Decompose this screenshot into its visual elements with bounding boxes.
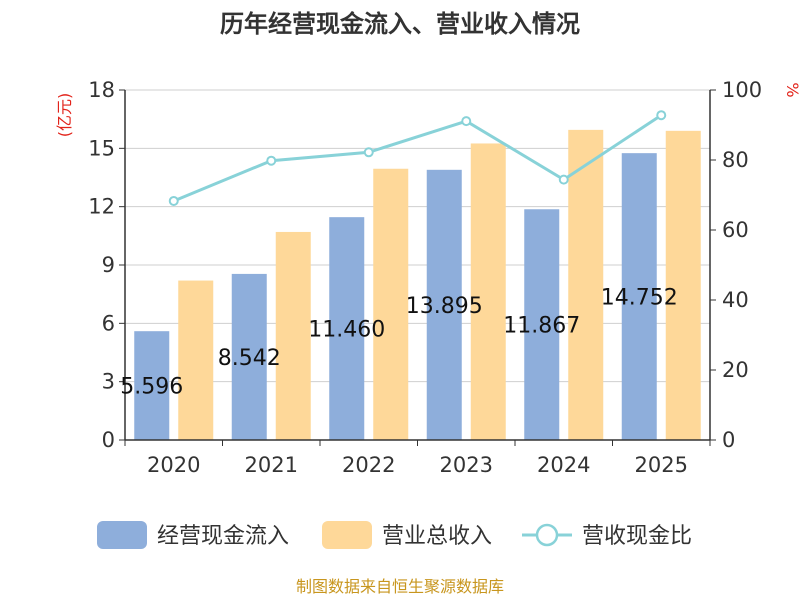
ratio-point — [168, 195, 179, 206]
bar-data-label: 13.895 — [406, 294, 483, 319]
legend-label-ratio: 营收现金比 — [582, 524, 692, 549]
ratio-point — [461, 116, 472, 127]
ratio-line-path — [173, 113, 663, 203]
left-tick-label: 6 — [102, 311, 115, 335]
data-labels: 5.596 8.542 11.460 13.895 11.867 14.752 — [120, 286, 677, 400]
bar-data-label: 14.752 — [601, 286, 678, 311]
left-tick-label: 15 — [88, 136, 115, 160]
bar-revenue — [373, 168, 409, 440]
bar-data-label: 5.596 — [120, 375, 183, 400]
left-tick-label: 0 — [102, 428, 115, 452]
ratio-point — [266, 155, 277, 166]
left-tick-label: 18 — [88, 78, 115, 102]
right-tick-label: 20 — [722, 358, 749, 382]
x-tick-label: 2023 — [440, 453, 493, 477]
right-tick-label: 60 — [722, 218, 749, 242]
bar-revenue — [178, 280, 214, 440]
ratio-point — [656, 110, 667, 121]
bar-cash-inflow — [134, 331, 170, 440]
legend: 经营现金流入 营业总收入 营收现金比 — [97, 521, 692, 549]
bar-revenue — [568, 129, 604, 440]
left-tick-label: 12 — [88, 195, 115, 219]
bar-revenue — [275, 231, 311, 440]
legend-label-revenue: 营业总收入 — [382, 524, 492, 549]
gridlines — [125, 89, 710, 383]
ratio-point — [558, 174, 569, 185]
legend-label-cash-inflow: 经营现金流入 — [157, 524, 289, 549]
bar-data-label: 11.867 — [503, 314, 580, 339]
bar-cash-inflow — [524, 209, 560, 440]
left-axis-unit: (亿元) — [55, 93, 74, 138]
source-note: 制图数据来自恒生聚源数据库 — [296, 577, 504, 596]
chart-title: 历年经营现金流入、营业收入情况 — [220, 10, 580, 38]
bar-revenue — [665, 130, 701, 441]
ratio-point — [363, 147, 374, 158]
right-axis-unit: % — [783, 82, 800, 97]
ratio-line — [168, 110, 667, 206]
left-tick-label: 3 — [102, 370, 115, 394]
x-tick-label: 2024 — [537, 453, 590, 477]
bar-revenue — [470, 143, 506, 440]
bar-cash-inflow — [621, 153, 657, 440]
x-tick-label: 2022 — [342, 453, 395, 477]
left-tick-label: 9 — [102, 253, 115, 277]
bar-data-label: 8.542 — [218, 346, 281, 371]
legend-marker-ratio — [535, 523, 559, 547]
right-tick-label: 0 — [722, 428, 735, 452]
bar-cash-inflow — [231, 273, 267, 440]
legend-swatch-cash-inflow — [97, 521, 147, 549]
right-tick-label: 100 — [722, 78, 762, 102]
axes: 0 3 6 9 12 15 18 0 20 40 60 80 100 2020 2021 2022 2023 20… — [88, 78, 762, 477]
right-tick-label: 80 — [722, 148, 749, 172]
x-tick-label: 2021 — [245, 453, 298, 477]
bars — [134, 129, 701, 441]
x-tick-label: 2025 — [635, 453, 688, 477]
x-tick-label: 2020 — [147, 453, 200, 477]
right-tick-label: 40 — [722, 288, 749, 312]
bar-cash-inflow — [329, 217, 365, 440]
legend-swatch-revenue — [322, 521, 372, 549]
bar-cash-inflow — [426, 169, 462, 440]
bar-data-label: 11.460 — [308, 318, 385, 343]
